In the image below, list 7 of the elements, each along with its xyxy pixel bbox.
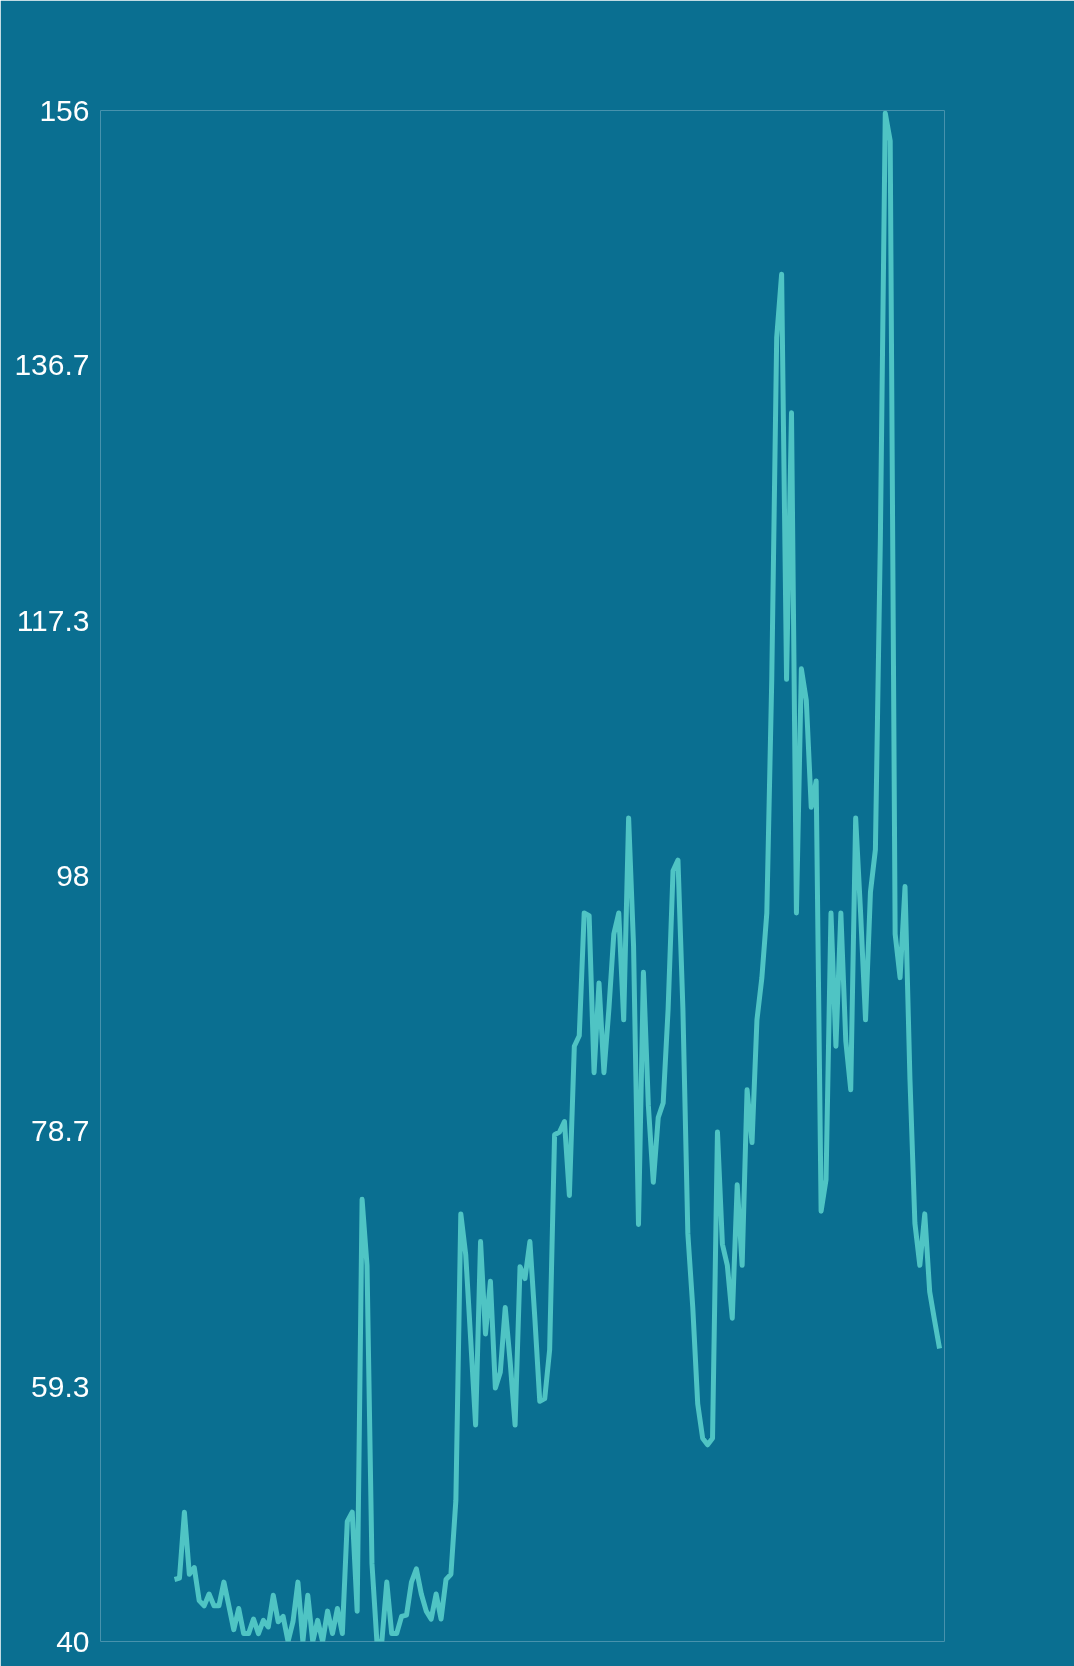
y-tick-label: 156	[39, 93, 90, 127]
y-tick-label: 78.7	[31, 1113, 90, 1147]
y-tick-label: 136.7	[14, 348, 90, 382]
y-tick-label: 98	[56, 859, 90, 892]
y-tick-label: 117.3	[16, 604, 90, 638]
y-tick-label: 59.3	[31, 1369, 90, 1403]
y-tick-label: 40	[56, 1624, 90, 1658]
